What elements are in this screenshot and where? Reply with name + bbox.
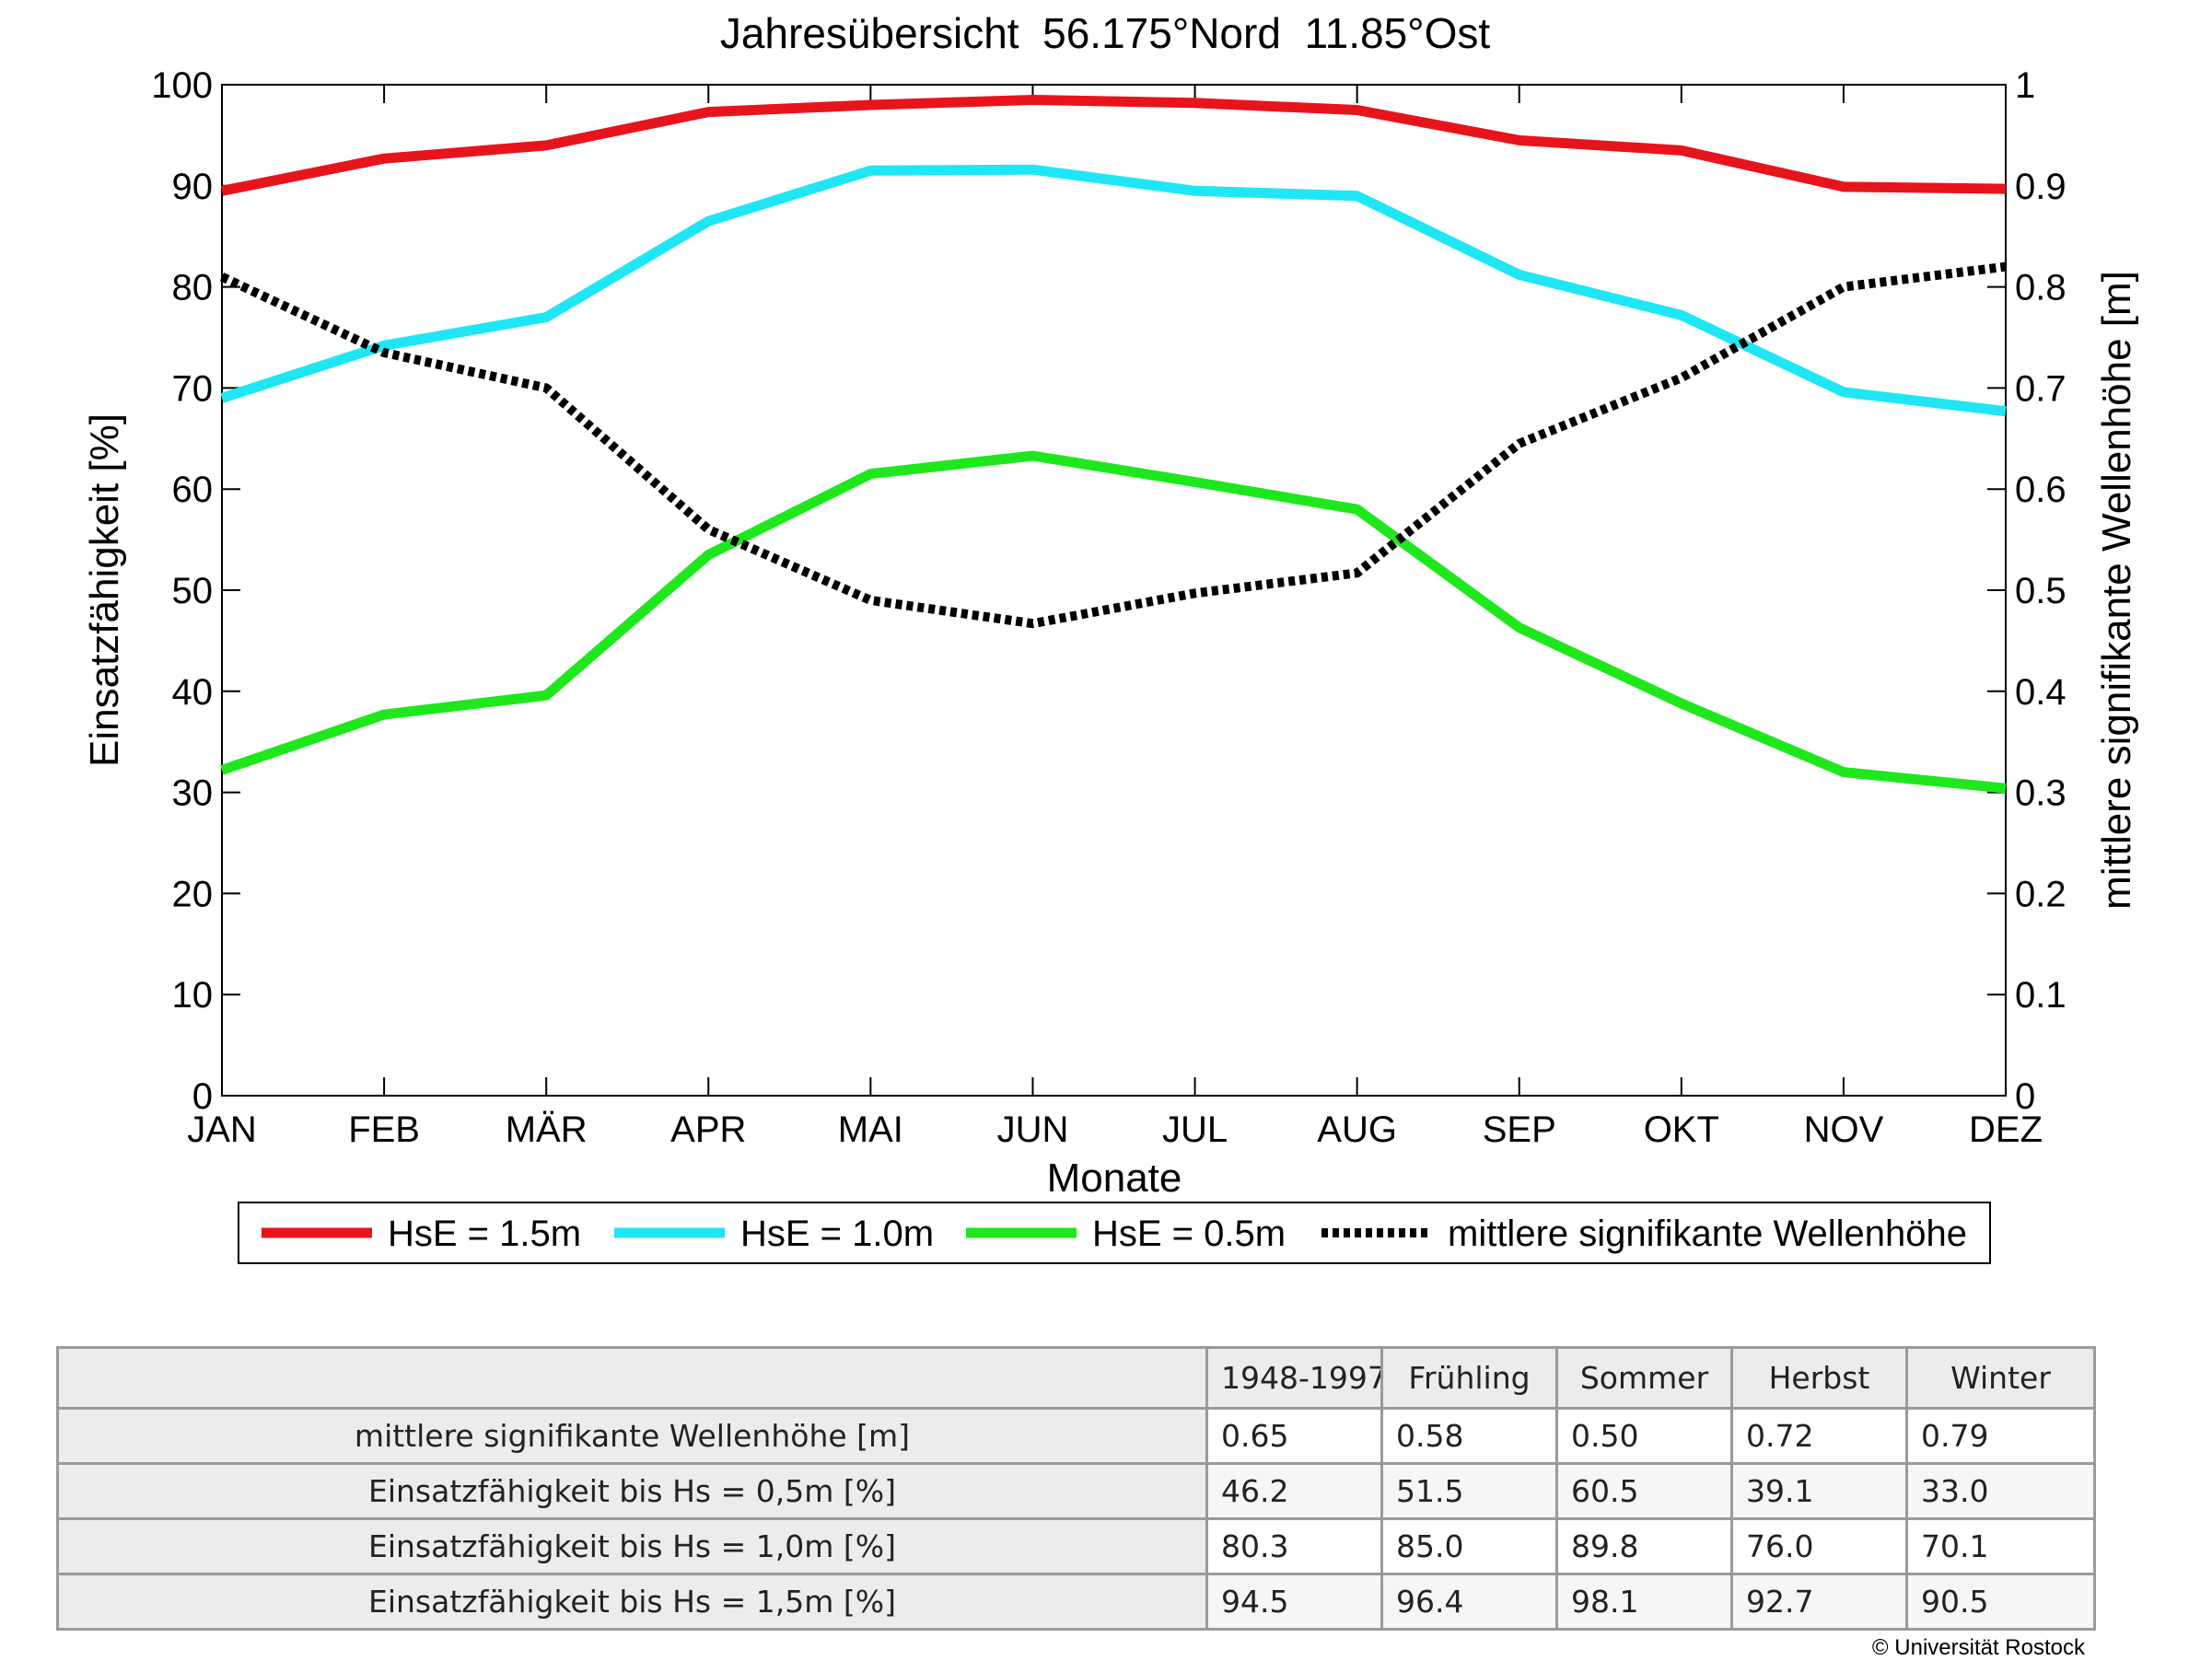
x-tick-label: MÄR [506,1109,588,1150]
table-cell: 76.0 [1730,1517,1908,1575]
x-tick-label: AUG [1317,1109,1397,1150]
y-tick-label: 20 [172,874,214,914]
y-tick-label: 40 [172,672,214,713]
series-lines [219,95,2007,794]
table-cell: 60.5 [1555,1462,1733,1520]
x-axis-label: Monate [1047,1156,1182,1201]
y-axis-label-right: mittlere signifikante Wellenhöhe [m] [2094,271,2139,910]
legend: HsE = 1.5m HsE = 1.0m HsE = 0.5m mittlere s… [238,1202,1991,1264]
table-cell: 90.5 [1905,1573,2096,1631]
table-cell: 46.2 [1205,1462,1383,1520]
table-row-label: Einsatzfähigkeit bis Hs = 1,0m [%] [56,1517,1208,1575]
y-axis-label-left: Einsatzfähigkeit [%] [82,413,127,767]
table-cell: 89.8 [1555,1517,1733,1575]
table-header-cell: Winter [1905,1346,2096,1410]
x-tick-label: MAI [838,1109,903,1150]
table-cell: 98.1 [1555,1573,1733,1631]
y-tick-label: 60 [172,470,214,510]
table-cell: 0.79 [1905,1407,2096,1465]
table-row-label: mittlere signifikante Wellenhöhe [m] [56,1407,1208,1465]
y-right-tick-label: 1 [2015,65,2035,106]
x-tick-label: SEP [1483,1109,1556,1150]
x-tick-label: JUN [997,1109,1069,1150]
x-tick-label: OKT [1644,1109,1719,1150]
table-row: mittlere signifikante Wellenhöhe [m] 0.6… [56,1407,2096,1465]
y-right-tick-label: 0.4 [2015,672,2066,713]
x-tick-label: DEZ [1969,1109,2043,1150]
series-line [220,95,2007,196]
y-tick-label: 10 [172,975,214,1016]
table-cell: 92.7 [1730,1573,1908,1631]
y-right-tick-label: 0.1 [2015,975,2066,1016]
table-cell: 0.65 [1205,1407,1383,1465]
x-tick-label: JAN [187,1109,257,1150]
table-row-label: Einsatzfähigkeit bis Hs = 0,5m [%] [56,1462,1208,1520]
table-header-row: 1948-1997 Frühling Sommer Herbst Winter [56,1346,2096,1410]
table-header-cell [56,1346,1208,1410]
summary-table: 1948-1997 Frühling Sommer Herbst Winter … [56,1346,2096,1631]
legend-box [238,1202,1991,1264]
legend-label: mittlere signifikante Wellenhöhe [1448,1214,1967,1254]
table-header-cell: Frühling [1380,1346,1558,1410]
series-line [220,450,2007,794]
y-right-tick-label: 0 [2015,1076,2035,1117]
series-line [220,164,2007,417]
x-tick-label: FEB [348,1109,420,1150]
legend-label: HsE = 1.5m [388,1214,581,1254]
y-right-tick-label: 0.8 [2015,268,2066,308]
y-tick-label: 100 [151,65,213,106]
y-right-tick-label: 0.6 [2015,470,2066,510]
table-cell: 0.50 [1555,1407,1733,1465]
copyright-notice: © Universität Rostock [1871,1635,2085,1660]
y-axis-right: 0 0.1 0.2 0.3 0.4 0.5 0.6 0.7 0.8 0.9 1 [2015,65,2066,1117]
table-cell: 94.5 [1205,1573,1383,1631]
y-tick-label: 0 [192,1076,213,1117]
chart-title: Jahresübersicht 56.175°Nord 11.85°Ost [720,9,1491,57]
legend-label: HsE = 0.5m [1092,1214,1286,1254]
table-header-cell: 1948-1997 [1205,1346,1383,1410]
table-header-cell: Sommer [1555,1346,1733,1410]
table-cell: 70.1 [1905,1517,2096,1575]
plot-area [221,84,2007,1097]
table-row-label: Einsatzfähigkeit bis Hs = 1,5m [%] [56,1573,1208,1631]
table-row: Einsatzfähigkeit bis Hs = 0,5m [%] 46.2 … [56,1462,2096,1520]
y-right-tick-label: 0.5 [2015,571,2066,611]
y-right-tick-label: 0.9 [2015,167,2066,207]
x-tick-label: APR [670,1109,746,1150]
table-cell: 33.0 [1905,1462,2096,1520]
y-tick-label: 90 [172,167,214,207]
table-cell: 51.5 [1380,1462,1558,1520]
x-tick-label: JUL [1162,1109,1228,1150]
table-cell: 85.0 [1380,1517,1558,1575]
table-cell: 0.72 [1730,1407,1908,1465]
y-right-tick-label: 0.3 [2015,773,2066,814]
x-tick-label: NOV [1804,1109,1884,1150]
y-tick-label: 30 [172,773,214,814]
y-tick-label: 70 [172,368,214,409]
table-cell: 39.1 [1730,1462,1908,1520]
y-tick-label: 80 [172,268,214,308]
y-right-tick-label: 0.2 [2015,874,2066,914]
table-cell: 0.58 [1380,1407,1558,1465]
legend-label: HsE = 1.0m [740,1214,934,1254]
table-cell: 80.3 [1205,1517,1383,1575]
x-axis: JAN FEB MÄR APR MAI JUN JUL AUG SEP OKT NOV DEZ [187,85,2043,1150]
table-header-cell: Herbst [1730,1346,1908,1410]
y-tick-label: 50 [172,571,214,611]
table-cell: 96.4 [1380,1573,1558,1631]
table-row: Einsatzfähigkeit bis Hs = 1,0m [%] 80.3 … [56,1517,2096,1575]
y-right-tick-label: 0.7 [2015,368,2066,409]
table-row: Einsatzfähigkeit bis Hs = 1,5m [%] 94.5 … [56,1573,2096,1631]
